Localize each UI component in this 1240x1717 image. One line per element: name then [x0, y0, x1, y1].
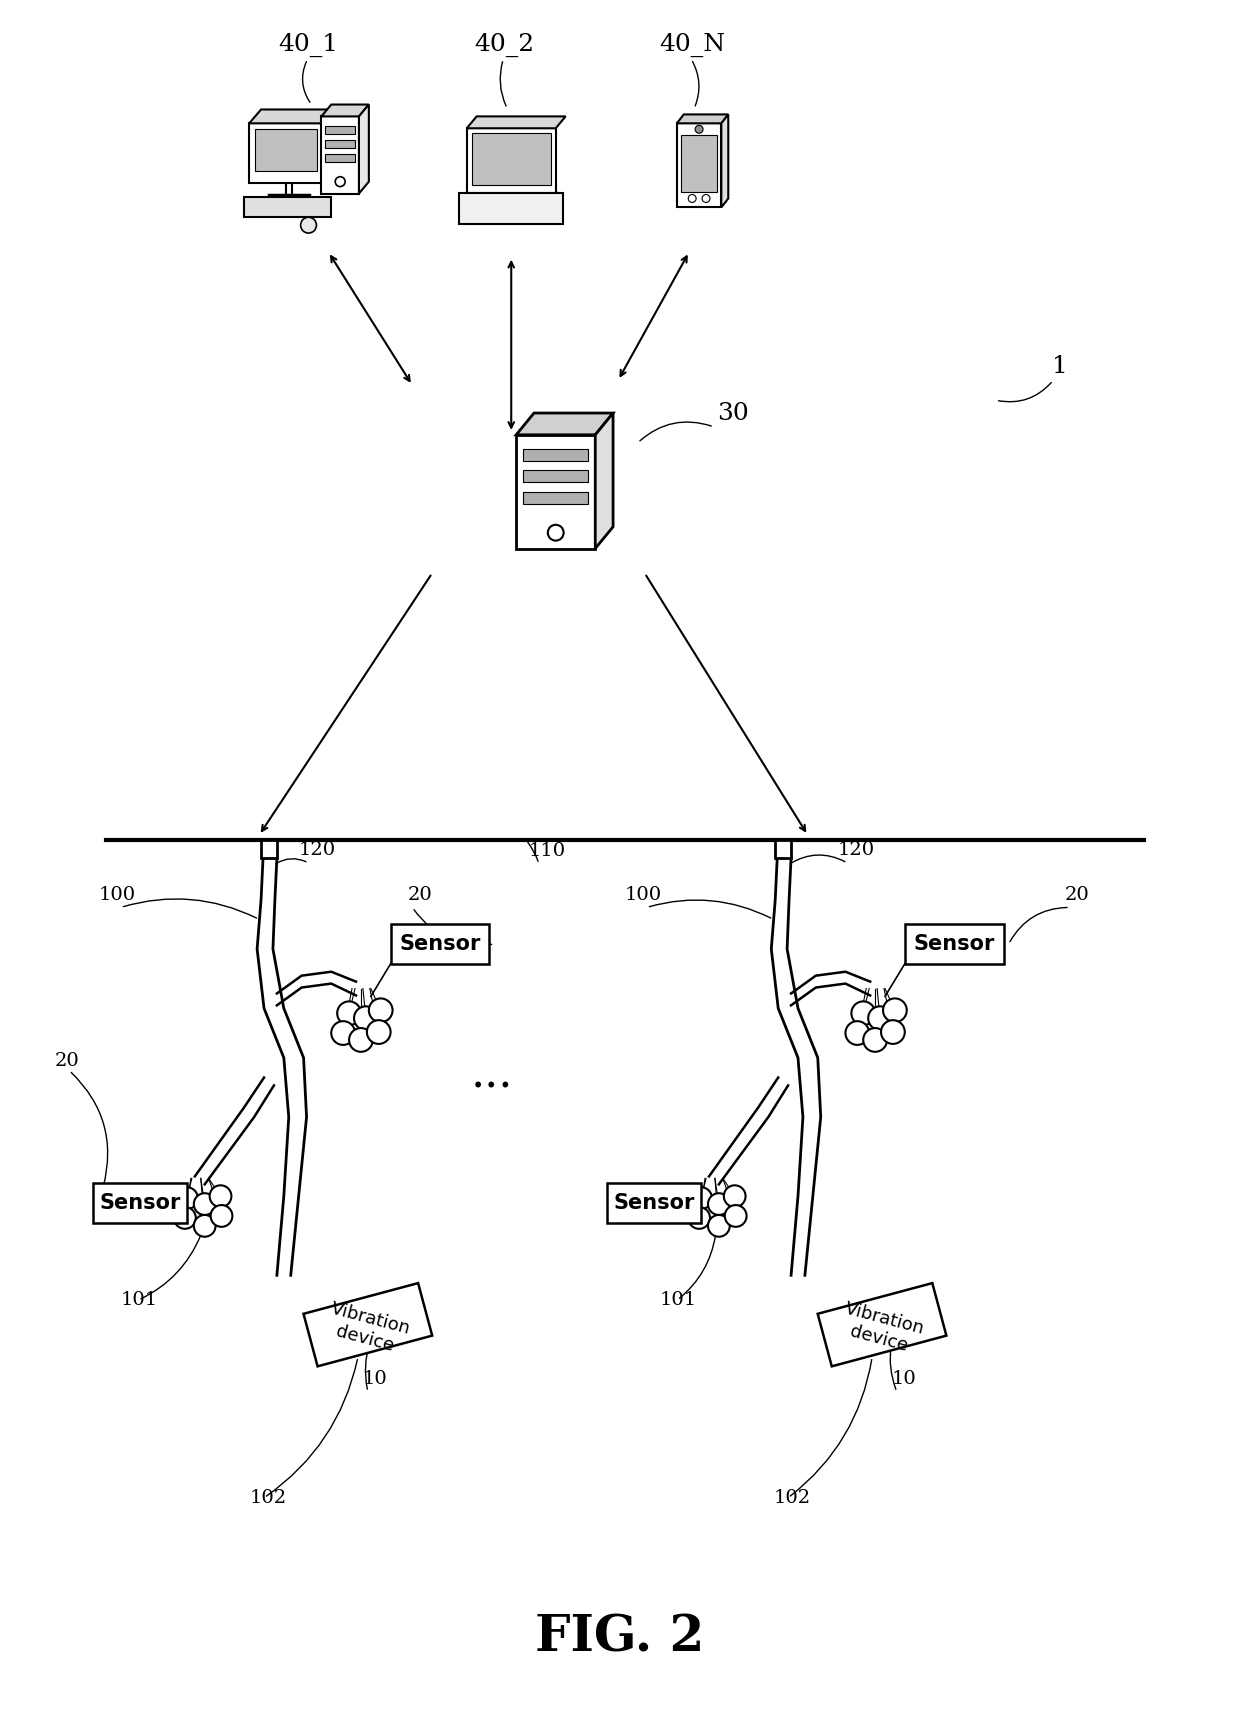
Polygon shape — [681, 136, 718, 192]
Polygon shape — [722, 115, 728, 208]
Polygon shape — [358, 105, 368, 194]
Polygon shape — [325, 127, 355, 134]
Polygon shape — [677, 115, 728, 124]
Text: 101: 101 — [120, 1291, 157, 1308]
Circle shape — [176, 1186, 198, 1209]
Text: Sensor: Sensor — [614, 1193, 694, 1214]
Polygon shape — [523, 470, 588, 482]
Polygon shape — [677, 124, 722, 208]
Polygon shape — [255, 129, 317, 170]
Circle shape — [725, 1205, 746, 1228]
Circle shape — [353, 1006, 378, 1030]
Text: Sensor: Sensor — [399, 934, 481, 955]
Polygon shape — [321, 105, 368, 117]
Polygon shape — [321, 117, 358, 194]
Polygon shape — [244, 197, 331, 218]
Circle shape — [883, 998, 906, 1022]
Circle shape — [350, 1028, 373, 1053]
Circle shape — [337, 1001, 361, 1025]
Text: Sensor: Sensor — [99, 1193, 181, 1214]
Text: 20: 20 — [1065, 886, 1090, 903]
Polygon shape — [775, 840, 791, 858]
Polygon shape — [262, 840, 277, 858]
Polygon shape — [466, 129, 556, 192]
Circle shape — [331, 1022, 355, 1046]
Polygon shape — [905, 924, 1003, 963]
Polygon shape — [523, 448, 588, 460]
Circle shape — [193, 1216, 216, 1236]
Circle shape — [691, 1186, 712, 1209]
Polygon shape — [304, 1283, 433, 1367]
Polygon shape — [249, 110, 335, 124]
Circle shape — [863, 1028, 887, 1053]
Text: Vibration
device: Vibration device — [837, 1300, 926, 1358]
Circle shape — [696, 125, 703, 134]
Circle shape — [174, 1207, 196, 1229]
Polygon shape — [516, 414, 613, 434]
Text: 102: 102 — [249, 1489, 286, 1508]
Polygon shape — [324, 110, 335, 182]
Text: 20: 20 — [55, 1051, 79, 1070]
Polygon shape — [325, 155, 355, 161]
Polygon shape — [325, 141, 355, 148]
Text: ...: ... — [470, 1053, 512, 1097]
Circle shape — [300, 218, 316, 234]
Text: 110: 110 — [529, 841, 567, 860]
Polygon shape — [249, 124, 324, 182]
Text: 102: 102 — [774, 1489, 811, 1508]
Polygon shape — [817, 1283, 946, 1367]
Text: 1: 1 — [1053, 355, 1068, 378]
Polygon shape — [608, 1183, 701, 1223]
Text: 40_N: 40_N — [660, 33, 725, 57]
Text: 120: 120 — [299, 841, 336, 858]
Text: Sensor: Sensor — [914, 934, 994, 955]
Text: Vibration
device: Vibration device — [324, 1300, 413, 1358]
Text: 10: 10 — [363, 1370, 388, 1387]
Text: 40_1: 40_1 — [279, 33, 339, 57]
Polygon shape — [471, 134, 551, 185]
Text: 101: 101 — [660, 1291, 697, 1308]
Circle shape — [846, 1022, 869, 1046]
Circle shape — [193, 1193, 216, 1216]
Circle shape — [210, 1185, 232, 1207]
Circle shape — [688, 1207, 711, 1229]
Polygon shape — [391, 924, 490, 963]
Circle shape — [852, 1001, 875, 1025]
Text: 40_2: 40_2 — [474, 33, 534, 57]
Polygon shape — [516, 434, 595, 548]
Polygon shape — [595, 414, 613, 548]
Circle shape — [708, 1193, 730, 1216]
Circle shape — [708, 1216, 730, 1236]
Circle shape — [368, 998, 393, 1022]
Text: 120: 120 — [837, 841, 874, 858]
Polygon shape — [466, 117, 565, 129]
Text: 20: 20 — [408, 886, 433, 903]
Text: FIG. 2: FIG. 2 — [536, 1612, 704, 1662]
Polygon shape — [459, 192, 563, 225]
Text: 30: 30 — [717, 402, 749, 426]
Text: 100: 100 — [625, 886, 662, 903]
Circle shape — [211, 1205, 232, 1228]
Circle shape — [367, 1020, 391, 1044]
Circle shape — [882, 1020, 905, 1044]
Circle shape — [724, 1185, 745, 1207]
Polygon shape — [93, 1183, 187, 1223]
Polygon shape — [523, 493, 588, 505]
Text: 100: 100 — [99, 886, 136, 903]
Text: 10: 10 — [892, 1370, 916, 1387]
Circle shape — [868, 1006, 892, 1030]
